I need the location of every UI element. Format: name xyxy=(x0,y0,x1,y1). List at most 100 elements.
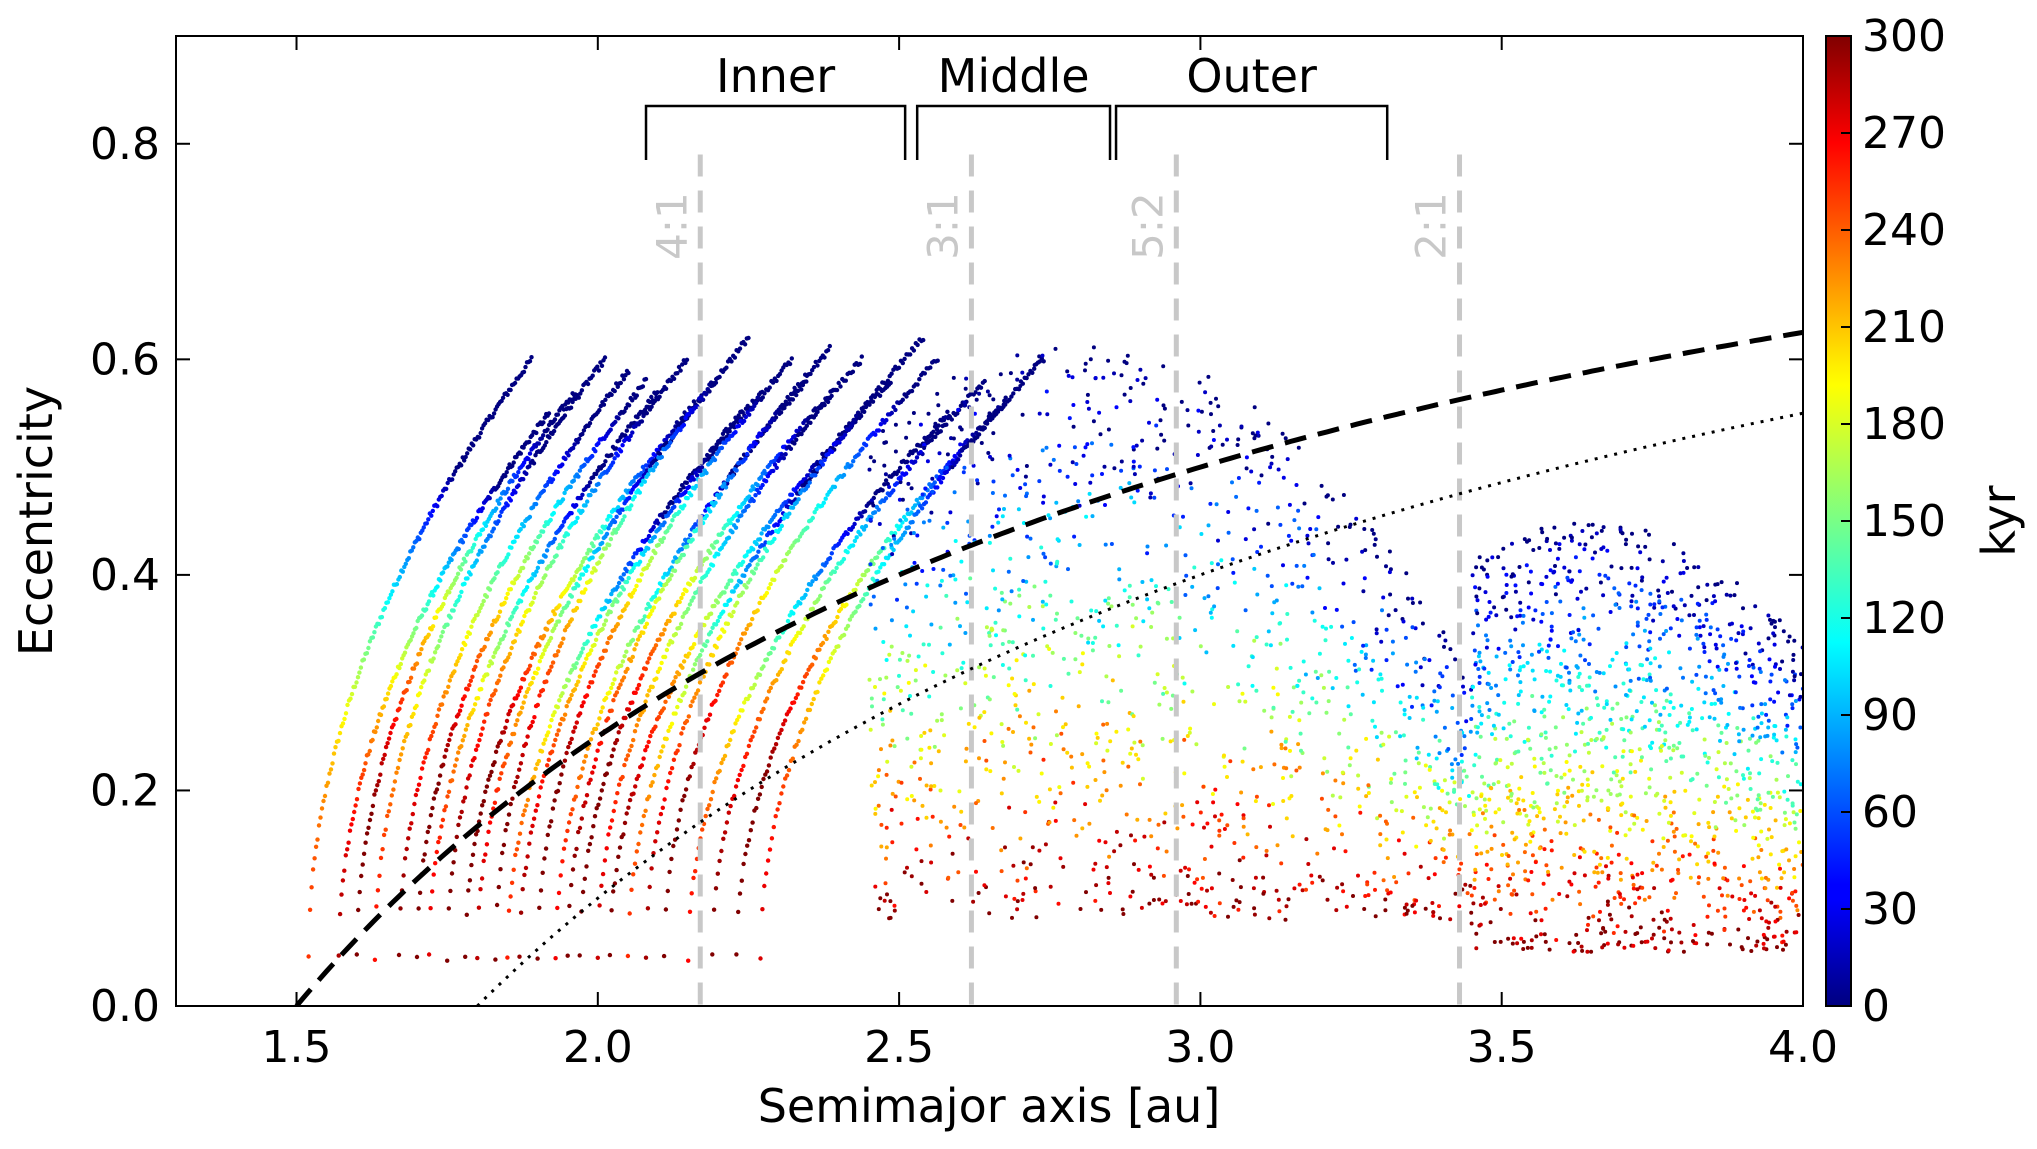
scatter-point xyxy=(757,537,763,542)
scatter-point xyxy=(743,754,748,760)
scatter-point xyxy=(646,562,651,568)
scatter-point xyxy=(774,378,779,384)
scatter-point xyxy=(515,718,520,723)
scatter-point xyxy=(1047,647,1052,651)
scatter-point xyxy=(938,429,943,434)
scatter-point xyxy=(882,898,887,903)
scatter-point xyxy=(1094,883,1099,888)
scatter-point xyxy=(517,629,522,634)
scatter-point xyxy=(746,503,751,509)
scatter-point xyxy=(1459,759,1464,764)
scatter-point xyxy=(719,531,725,536)
scatter-point xyxy=(1118,783,1123,788)
scatter-point xyxy=(1316,515,1321,520)
scatter-point xyxy=(800,679,806,685)
scatter-point xyxy=(984,625,989,630)
scatter-point xyxy=(1030,370,1035,375)
scatter-point xyxy=(463,642,468,647)
scatter-point xyxy=(517,954,522,959)
scatter-point xyxy=(322,793,328,799)
scatter-point xyxy=(729,578,734,583)
scatter-point xyxy=(380,847,385,852)
scatter-point xyxy=(838,384,843,389)
scatter-point xyxy=(810,606,815,611)
scatter-point xyxy=(470,674,475,679)
scatter-point xyxy=(1392,771,1397,776)
scatter-point xyxy=(863,443,869,448)
scatter-point xyxy=(588,578,593,583)
scatter-point xyxy=(1217,818,1222,823)
scatter-point xyxy=(395,765,401,771)
scatter-point xyxy=(702,623,707,628)
scatter-point xyxy=(1161,873,1166,878)
track-20 xyxy=(625,380,893,959)
scatter-point xyxy=(1195,453,1200,457)
scatter-point xyxy=(832,484,838,490)
scatter-point xyxy=(931,670,936,674)
scatter-point xyxy=(638,547,644,552)
scatter-point xyxy=(1149,834,1154,839)
scatter-point xyxy=(810,515,815,521)
scatter-point xyxy=(544,679,549,684)
scatter-point xyxy=(593,637,599,642)
scatter-point xyxy=(1375,757,1380,762)
scatter-point xyxy=(596,546,602,551)
scatter-point xyxy=(783,452,788,457)
scatter-point xyxy=(444,592,449,598)
scatter-point xyxy=(656,715,661,720)
scatter-point xyxy=(654,676,659,681)
scatter-point xyxy=(777,635,782,640)
scatter-point xyxy=(555,469,560,475)
scatter-point xyxy=(1431,910,1436,915)
scatter-point xyxy=(656,542,661,547)
scatter-point xyxy=(585,746,590,751)
scatter-point xyxy=(519,820,524,826)
scatter-point xyxy=(397,574,402,580)
scatter-point xyxy=(454,834,459,840)
scatter-point xyxy=(578,563,584,568)
scatter-point xyxy=(777,527,783,532)
scatter-point xyxy=(746,743,752,749)
scatter-point xyxy=(993,586,998,591)
scatter-point xyxy=(968,576,973,581)
scatter-point xyxy=(887,538,892,543)
scatter-point xyxy=(1392,875,1397,879)
scatter-point xyxy=(456,546,461,552)
scatter-point xyxy=(1149,872,1154,877)
scatter-point xyxy=(528,830,534,835)
scatter-point xyxy=(1050,650,1055,655)
scatter-point xyxy=(616,505,621,510)
scatter-point xyxy=(516,840,521,845)
scatter-point xyxy=(1069,599,1074,604)
scatter-point xyxy=(1284,816,1289,821)
scatter-point xyxy=(575,515,580,521)
scatter-point xyxy=(532,573,537,578)
scatter-point xyxy=(1413,626,1418,631)
scatter-point xyxy=(571,729,576,734)
scatter-point xyxy=(600,871,606,877)
scatter-point xyxy=(485,672,490,677)
scatter-point xyxy=(748,577,753,582)
scatter-point xyxy=(821,585,826,591)
scatter-point xyxy=(446,684,451,689)
scatter-point xyxy=(705,806,710,812)
scatter-point xyxy=(759,531,764,536)
scatter-point xyxy=(530,600,535,605)
scatter-point xyxy=(1119,459,1124,464)
scatter-point xyxy=(835,614,840,620)
scatter-point xyxy=(609,908,614,913)
scatter-point xyxy=(367,639,373,644)
scatter-point xyxy=(566,622,571,628)
scatter-point xyxy=(382,606,388,611)
scatter-point xyxy=(686,651,692,656)
scatter-point xyxy=(592,642,597,648)
scatter-point xyxy=(580,646,586,651)
scatter-point xyxy=(337,730,343,736)
scatter-point xyxy=(1088,357,1093,362)
scatter-point xyxy=(893,422,898,427)
scatter-point xyxy=(1061,725,1065,730)
scatter-point xyxy=(1283,917,1288,922)
scatter-point xyxy=(1023,810,1028,815)
scatter-point xyxy=(811,696,816,702)
scatter-point xyxy=(602,858,608,863)
